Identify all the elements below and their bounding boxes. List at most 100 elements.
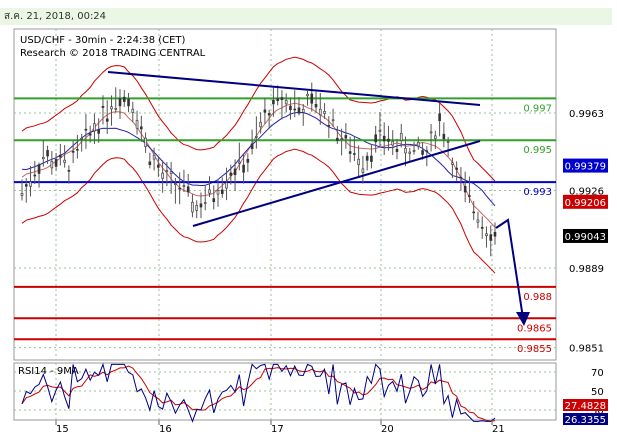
- candle-body: [131, 108, 135, 113]
- candle-body: [425, 150, 429, 153]
- candle-body: [203, 202, 207, 204]
- level-label-1: 0.995: [523, 145, 552, 156]
- moving-average: [21, 111, 496, 207]
- candle-body: [348, 151, 352, 154]
- candle-body: [318, 108, 322, 116]
- main-panel: [13, 28, 557, 361]
- candle-body: [199, 203, 203, 208]
- candle-body: [42, 157, 45, 160]
- candle-body: [293, 108, 297, 111]
- candle-body: [451, 162, 454, 165]
- candle-body: [382, 135, 386, 142]
- candle-body: [370, 155, 373, 162]
- candle-body: [416, 142, 420, 147]
- candle-body: [161, 172, 164, 179]
- candle-body: [434, 135, 437, 139]
- price-box-label-2: 0.99043: [565, 232, 606, 243]
- candle-body: [195, 205, 199, 211]
- candle-body: [404, 148, 407, 154]
- candle-body: [459, 176, 463, 179]
- candle-body: [88, 133, 92, 136]
- candle-body: [378, 130, 382, 132]
- candle-body: [76, 148, 79, 151]
- support-trendline: [192, 140, 481, 227]
- candle-body: [485, 233, 488, 236]
- candle-body: [208, 189, 211, 194]
- candle-body: [63, 159, 66, 163]
- price-axis: 0.9963 0.9926 0.9889 0.9851: [569, 109, 604, 355]
- candle-body: [421, 150, 424, 155]
- price-box-label-1: 0.99206: [565, 198, 606, 209]
- candle-body: [306, 93, 309, 97]
- time-axis: 15 16 17 20 21: [55, 420, 505, 435]
- candle-body: [80, 137, 83, 140]
- chart-title: USD/CHF - 30min - 2:24:38 (CET): [20, 35, 186, 46]
- time-tick-3: 20: [381, 424, 394, 435]
- rsi-ma-box: [563, 399, 608, 411]
- candle-body: [67, 170, 71, 172]
- candle-body: [220, 189, 224, 194]
- candle-body: [357, 158, 360, 166]
- candle-body: [182, 185, 186, 187]
- candle-body: [37, 164, 41, 174]
- candle-body: [267, 113, 271, 116]
- candle-body: [387, 138, 390, 142]
- time-tick-0: 15: [56, 424, 69, 435]
- candle-body: [399, 132, 403, 141]
- rsi-ma-line: [21, 365, 496, 422]
- candle-body: [114, 108, 118, 110]
- candle-body: [395, 148, 399, 152]
- chart-subtitle: Research © 2018 TRADING CENTRAL: [20, 48, 206, 59]
- level-label-5: 0.9855: [517, 344, 552, 355]
- price-box-label-0: 0.99379: [565, 162, 606, 173]
- candle-body: [169, 171, 173, 175]
- rsi-ma-value: 27.4828: [565, 401, 606, 412]
- candle-body: [361, 168, 365, 173]
- candle-body: [301, 109, 305, 113]
- candle-body: [263, 109, 267, 113]
- candle-body: [246, 158, 250, 163]
- candle-body: [186, 186, 190, 193]
- price-tick-2: 0.9889: [569, 264, 604, 275]
- candle-body: [152, 154, 156, 160]
- candle-body: [229, 172, 233, 176]
- rsi-title: RSI14 - 9MA: [18, 366, 79, 377]
- candle-body: [438, 113, 441, 122]
- price-box-1: [563, 194, 608, 209]
- candle-body: [344, 135, 348, 139]
- candle-body: [327, 125, 331, 127]
- candle-body: [46, 150, 49, 157]
- trendlines: [107, 71, 481, 227]
- candle-body: [225, 182, 228, 189]
- candle-body: [178, 187, 181, 190]
- candle-body: [212, 198, 216, 203]
- candle-body: [255, 136, 258, 138]
- price-boxes: 0.99379 0.99206 0.99043: [563, 158, 608, 243]
- candle-body: [50, 161, 54, 169]
- candle-body: [323, 111, 326, 114]
- candle-body: [391, 141, 395, 146]
- timestamp: ส.ค. 21, 2018, 00:24: [4, 11, 107, 22]
- candle-body: [233, 168, 237, 176]
- rsi-tick-2: 30: [591, 406, 604, 417]
- candle-body: [148, 161, 152, 166]
- candle-body: [442, 133, 446, 140]
- candle-body: [105, 118, 109, 122]
- price-tick-3: 0.9851: [569, 344, 604, 355]
- candle-body: [20, 193, 24, 196]
- arrow-head: [516, 312, 530, 326]
- candle-body: [412, 149, 416, 152]
- time-tick-1: 16: [159, 424, 172, 435]
- candle-body: [374, 134, 377, 143]
- candle-body: [493, 231, 497, 237]
- candle-body: [272, 99, 275, 105]
- candle-body: [472, 211, 475, 214]
- candle-body: [314, 104, 318, 108]
- price-box-0: [563, 158, 608, 173]
- candle-body: [59, 154, 62, 158]
- price-tick-1: 0.9926: [569, 187, 604, 198]
- forecast-arrow: [495, 218, 530, 326]
- time-tick-4: 21: [492, 424, 505, 435]
- rsi-tick-0: 70: [591, 368, 604, 379]
